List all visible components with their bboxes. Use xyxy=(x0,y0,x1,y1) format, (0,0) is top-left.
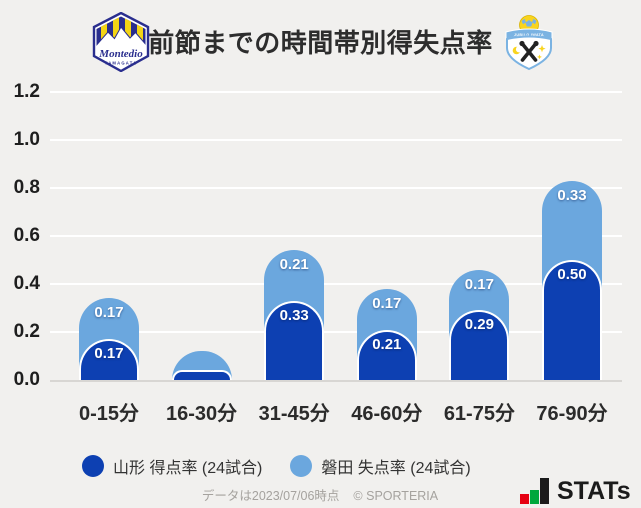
gridline xyxy=(50,139,622,141)
stats-logo-text: STATs xyxy=(557,477,631,505)
bar-value-label: 0.17 xyxy=(94,304,124,322)
stats-logo: STATs xyxy=(520,477,631,504)
gridline xyxy=(50,235,622,237)
chart-legend: 山形 得点率 (24試合) 磐田 失点率 (24試合) xyxy=(82,454,471,478)
star-icon xyxy=(538,45,546,53)
banner-text: JUBILO IWATA xyxy=(514,33,544,37)
x-tick-label: 31-45分 xyxy=(258,403,330,425)
bar-yamagata-scored xyxy=(356,329,417,380)
bar-value-label: 0.33 xyxy=(557,186,587,204)
legend-label: 山形 得点率 (24試合) xyxy=(113,460,263,477)
legend-label: 磐田 失点率 (24試合) xyxy=(321,460,471,477)
x-tick-label: 61-75分 xyxy=(443,403,515,425)
x-tick-label: 16-30分 xyxy=(166,403,238,425)
bar-yamagata-scored xyxy=(264,300,325,380)
stats-logo-bar-green xyxy=(530,490,539,504)
bar-value-label: 0.21 xyxy=(279,256,309,274)
y-tick-label: 0.8 xyxy=(13,177,40,198)
gridline xyxy=(50,283,622,285)
copyright-text: © SPORTERIA xyxy=(353,489,439,503)
gridline xyxy=(50,187,622,189)
legend-item-yamagata: 山形 得点率 (24試合) xyxy=(82,454,262,478)
bar-value-label: 0.17 xyxy=(94,345,124,363)
bar-yamagata-scored xyxy=(542,260,602,380)
x-tick-label: 0-15分 xyxy=(78,403,140,425)
stats-logo-bar-red xyxy=(520,494,529,504)
mountain-shape xyxy=(96,26,146,69)
x-tick-label: 46-60分 xyxy=(351,403,423,425)
badge-script-text: Montedio xyxy=(98,48,143,60)
gridline xyxy=(50,91,622,93)
gridline xyxy=(50,331,622,333)
chart-title: 前節までの時間帯別得失点率 xyxy=(148,28,493,58)
bar-yamagata-scored xyxy=(171,370,232,380)
stats-logo-bar-black xyxy=(540,478,549,504)
x-axis-baseline xyxy=(50,380,622,382)
legend-item-iwata: 磐田 失点率 (24試合) xyxy=(290,454,471,478)
bar-value-label: 0.50 xyxy=(557,266,587,283)
y-tick-label: 0.6 xyxy=(13,225,40,246)
bar-value-label: 0.21 xyxy=(372,335,402,353)
bar-value-label: 0.17 xyxy=(372,294,402,312)
x-tick-label: 76-90分 xyxy=(536,403,608,425)
bar-value-label: 0.33 xyxy=(279,306,309,324)
crossed-birds xyxy=(520,42,538,62)
bar-yamagata-scored xyxy=(449,310,510,380)
legend-swatch-icon xyxy=(82,455,104,477)
y-tick-label: 1.0 xyxy=(13,129,40,150)
y-tick-label: 0.2 xyxy=(13,321,40,342)
montedio-yamagata-logo: Montedio YAMAGATA xyxy=(92,12,150,72)
legend-swatch-icon xyxy=(290,455,313,477)
y-tick-label: 1.2 xyxy=(13,81,40,102)
footer-note: データは2023/07/06時点 © SPORTERIA xyxy=(202,488,438,504)
bar-yamagata-scored xyxy=(79,339,139,380)
badge-sub-text: YAMAGATA xyxy=(105,61,138,66)
bar-value-label: 0.17 xyxy=(464,275,494,293)
bar-value-label: 0.29 xyxy=(464,316,494,334)
y-tick-label: 0.0 xyxy=(13,369,40,390)
data-timestamp: データは2023/07/06時点 xyxy=(201,489,340,503)
small-star-icon xyxy=(537,54,542,60)
jubilo-iwata-logo: JUBILO IWATA xyxy=(505,15,553,71)
y-tick-label: 0.4 xyxy=(13,273,40,294)
